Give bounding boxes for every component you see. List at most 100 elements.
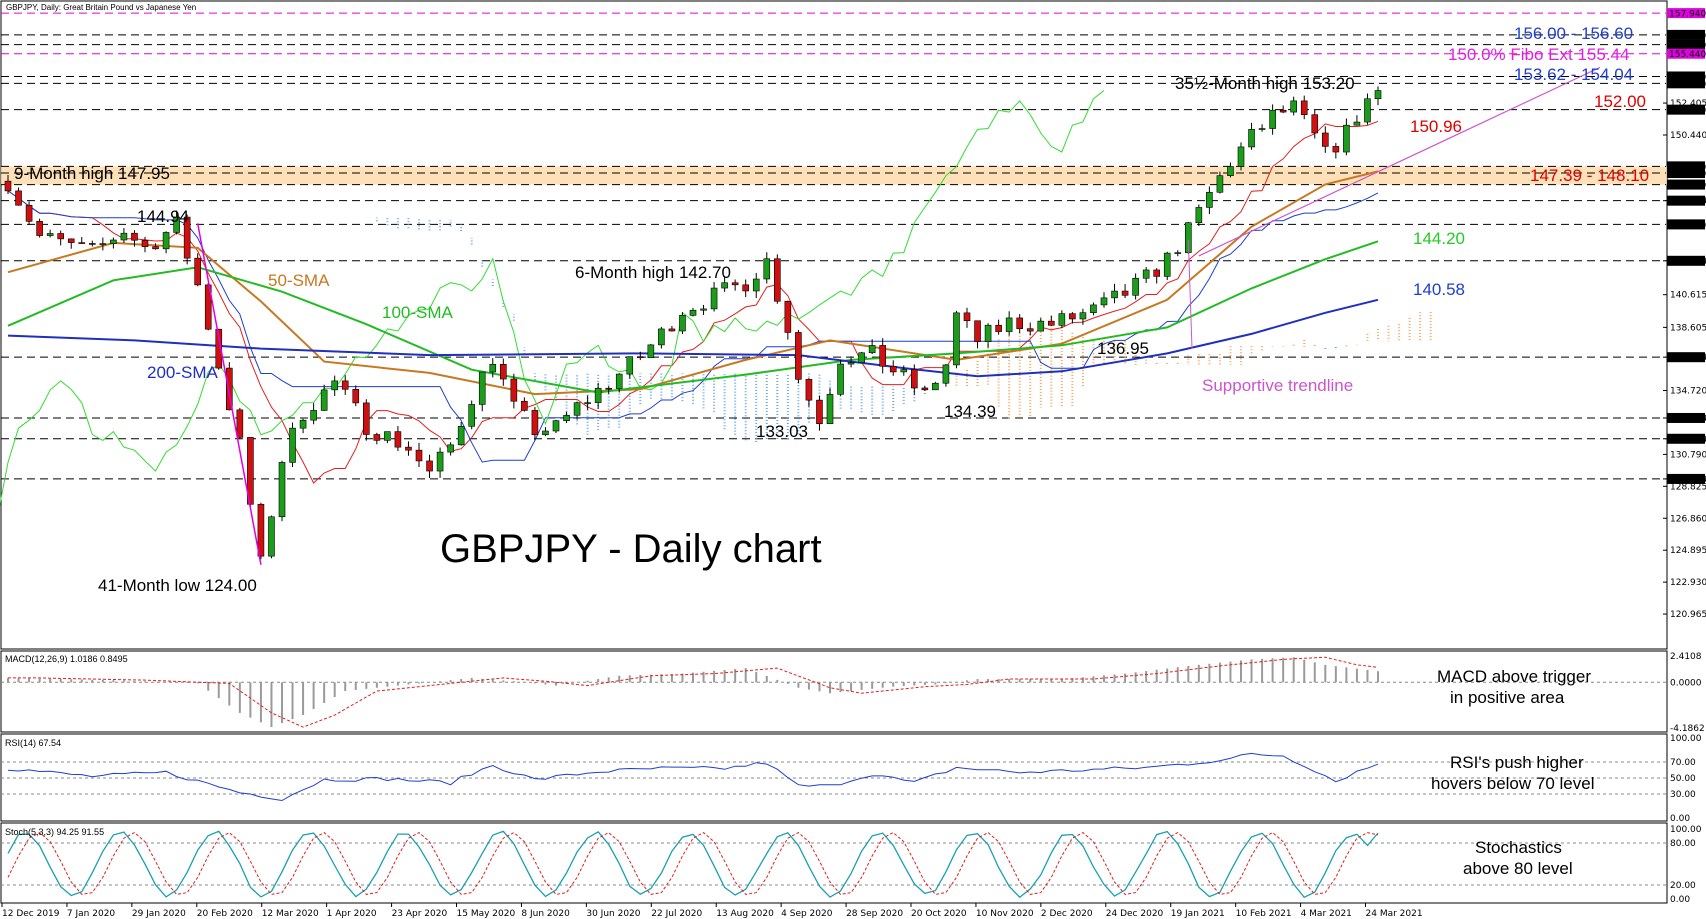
candle [363,399,370,441]
candle-body [974,320,981,342]
candle [963,307,971,328]
candle-body [700,308,707,311]
level-label-bg [1667,161,1705,172]
sma-line [7,240,1379,394]
candle-body [141,239,149,247]
candle [889,360,897,376]
candle [1300,95,1308,120]
candle [668,325,676,332]
level-label: 144.940 [1669,221,1706,231]
candle [953,310,960,369]
date-tick-label: 10 Feb 2021 [1236,909,1292,919]
level-label-bg [1667,29,1705,40]
level-label-bg [1667,473,1705,484]
rsi-header: RSI(14) 67.54 [5,738,61,748]
candle [1132,273,1139,300]
candle-body [373,434,381,441]
candle-body [911,369,918,389]
annotation-9-month-high: 9-Month high 147.95 [14,164,170,183]
supportive-trendline [1198,66,1601,257]
candle-body [605,387,612,390]
chikou-line [0,90,1105,507]
candle [468,400,475,430]
level-label: 156.000 [1669,41,1706,51]
candle [1269,104,1276,135]
candle-body [25,204,33,222]
date-tick-label: 12 Dec 2019 [2,909,60,919]
candle-body [826,394,834,425]
candle [89,240,96,247]
candle [46,229,54,238]
candle-body [1100,297,1108,306]
annotation-6-month-high: 6-Month high 142.70 [575,263,731,282]
candle-body [542,430,549,436]
candle [521,397,528,412]
annotation-140-58: 140.58 [1413,280,1465,299]
candle [1343,118,1350,156]
candle [742,279,749,298]
candle [1100,292,1108,308]
candle-body [162,232,170,250]
level-label-bg [1667,78,1705,89]
candle-body [942,364,950,384]
candle-body [710,287,718,310]
candle-body [1279,109,1287,113]
level-label: 129.280 [1669,475,1706,485]
candle [658,326,665,349]
candle-body [120,232,128,241]
candle [299,418,307,434]
candle-body [468,404,475,427]
candle-body [1364,98,1371,123]
candle-body [658,328,665,346]
level-label-bg [1667,219,1705,230]
date-tick-label: 2 Dec 2020 [1041,909,1093,919]
candle [826,388,834,425]
candle-body [953,312,960,366]
annotation-156-00-156-60: 156.00 - 156.60 [1514,24,1633,43]
candle-body [457,426,465,446]
candle-body [415,449,423,462]
annotation-147-39-148-10: 147.39 - 148.10 [1530,166,1649,185]
rsi-tick-label: 100.00 [1670,734,1702,744]
price-tick-label: 136.770 [1670,353,1706,363]
candle-body [837,363,844,395]
level-label: 154.040 [1669,73,1706,83]
candle-body [4,180,12,192]
level-label: 156.600 [1669,31,1706,41]
candle-body [1269,109,1276,129]
candle-body [742,284,749,292]
candle [415,442,423,467]
stoch-tick-label: 80.00 [1670,839,1696,849]
candle-body [984,324,992,342]
candle [563,411,570,424]
candle-body [1322,132,1329,147]
annotation-152-00: 152.00 [1594,92,1646,111]
candle [1364,93,1371,125]
candle-body [1142,269,1150,279]
macd-comment-line1: MACD above trigger [1437,667,1591,686]
candle-body [816,399,823,425]
candle-body [626,356,634,375]
candle-body [921,387,929,391]
resistance-zone [1,166,1667,185]
level-label: 153.620 [1669,80,1706,90]
chart-title: GBPJPY - Daily chart [440,527,822,571]
candle-body [900,369,908,373]
candle-body [1090,304,1097,313]
stoch-tick-label: 0.00 [1670,895,1690,905]
candle-body [131,232,138,241]
annotation-200-sma: 200-SMA [147,363,219,382]
candle-body [236,409,244,438]
candle [268,515,275,559]
candle [1079,308,1087,325]
candle [1258,124,1266,132]
date-tick-label: 29 Jan 2020 [132,909,186,919]
candle [57,230,64,246]
main-pane-frame [0,0,1668,650]
candle-body [268,516,275,557]
candle-body [615,373,623,389]
candle [1069,312,1076,324]
candle [1005,311,1013,336]
candle [795,329,802,384]
sma-line [7,170,1379,396]
